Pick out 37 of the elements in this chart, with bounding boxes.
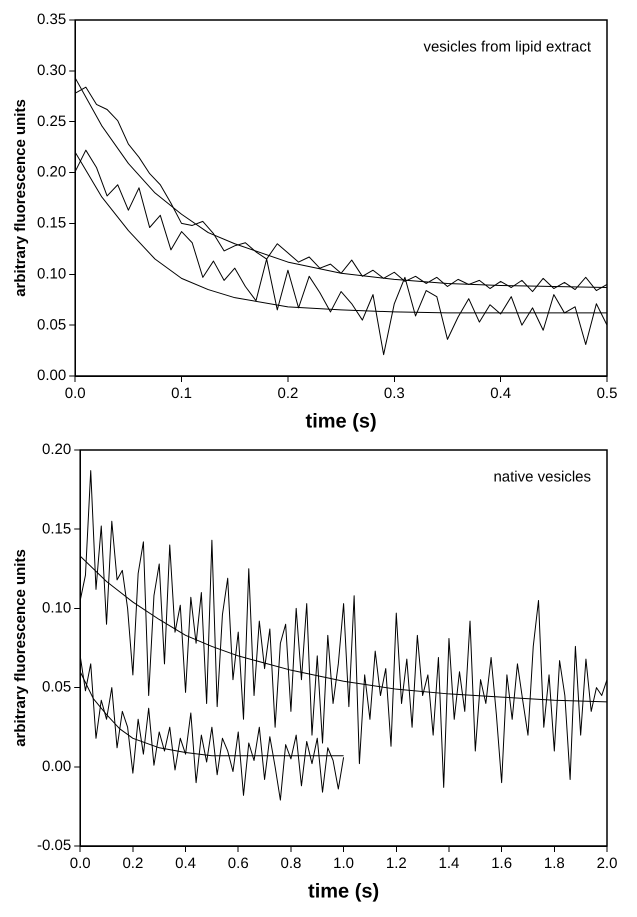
y-tick-label: 0.00 bbox=[36, 367, 66, 384]
x-tick-label: 0.5 bbox=[596, 385, 618, 402]
x-tick-label: 1.6 bbox=[491, 855, 512, 872]
y-tick-label: 0.20 bbox=[36, 164, 66, 181]
x-tick-label: 0.6 bbox=[228, 855, 249, 872]
x-tick-label: 0.0 bbox=[70, 855, 91, 872]
y-tick-label: 0.35 bbox=[36, 11, 66, 28]
y-tick-label: 0.15 bbox=[42, 520, 72, 538]
y-axis-title: arbitrary fluorescence units bbox=[12, 99, 30, 297]
annotation: native vesicles bbox=[493, 468, 591, 486]
x-tick-label: 2.0 bbox=[596, 855, 618, 872]
x-tick-label: 0.2 bbox=[122, 855, 144, 872]
y-tick-label: 0.00 bbox=[42, 758, 72, 775]
x-tick-label: 0.2 bbox=[277, 385, 298, 402]
y-tick-label: 0.30 bbox=[36, 62, 66, 79]
x-tick-label: 0.1 bbox=[171, 385, 192, 402]
y-tick-label: 0.10 bbox=[42, 600, 72, 617]
x-axis-title: time (s) bbox=[306, 410, 377, 433]
x-axis-title: time (s) bbox=[308, 880, 380, 903]
x-tick-label: 0.0 bbox=[64, 385, 86, 402]
y-axis-title: arbitrary fluorescence units bbox=[12, 549, 30, 747]
y-tick-label: 0.15 bbox=[36, 214, 66, 232]
x-tick-label: 1.4 bbox=[438, 855, 460, 872]
x-tick-label: 1.0 bbox=[333, 855, 354, 872]
y-tick-label: 0.10 bbox=[36, 265, 66, 282]
y-tick-label: 0.25 bbox=[36, 112, 66, 130]
y-tick-label: 0.05 bbox=[36, 316, 66, 334]
annotation: vesicles from lipid extract bbox=[423, 38, 592, 56]
x-tick-label: 0.8 bbox=[280, 855, 302, 872]
x-tick-label: 1.8 bbox=[544, 855, 565, 872]
x-tick-label: 0.4 bbox=[490, 385, 512, 402]
x-tick-label: 0.3 bbox=[384, 385, 405, 402]
x-tick-label: 0.4 bbox=[175, 855, 196, 872]
y-tick-label: 0.20 bbox=[42, 441, 72, 458]
y-tick-label: 0.05 bbox=[42, 678, 72, 696]
x-tick-label: 1.2 bbox=[386, 855, 407, 872]
y-tick-label: -0.05 bbox=[36, 837, 72, 854]
